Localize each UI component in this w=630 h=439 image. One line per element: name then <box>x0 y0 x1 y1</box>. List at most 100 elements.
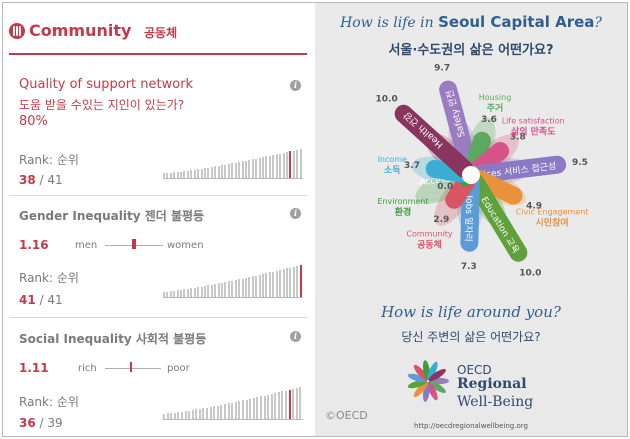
petal-outer-label: Income <box>378 155 408 164</box>
divider <box>9 317 307 318</box>
region-title-prefix: How is life in <box>340 15 439 31</box>
rank-bar <box>227 281 230 298</box>
support-value: 80% <box>19 114 48 129</box>
rank-bar <box>241 400 244 420</box>
rank-bar <box>203 286 206 298</box>
rank-bar <box>248 160 251 179</box>
petal-label: Jobs 일자리 <box>462 194 474 242</box>
panel-title-ko: 공동체 <box>144 26 178 40</box>
header-divider <box>9 53 307 55</box>
rank-bar <box>275 154 278 179</box>
panel-title: Community <box>29 21 132 40</box>
rank-bar <box>292 267 295 298</box>
rank-bar <box>193 288 196 298</box>
rank-bar <box>241 279 244 298</box>
logo-petal <box>413 364 428 381</box>
rank-bar <box>191 410 194 420</box>
rank-bar <box>270 394 273 420</box>
rank-bar <box>214 166 217 179</box>
rank-bar <box>169 173 172 179</box>
rank-bar <box>285 152 288 179</box>
petal-outer-label-ko: 주거 <box>487 102 504 114</box>
rank-bar <box>224 404 227 420</box>
petal-outer-label-ko: 소득 <box>384 165 401 176</box>
rank-bar <box>202 408 205 420</box>
rank-bar <box>238 162 241 179</box>
petal-value: 4.9 <box>526 202 542 212</box>
rank-bar <box>190 170 193 179</box>
region-name[interactable]: Seoul Capital Area <box>438 13 595 31</box>
support-title: Quality of support network <box>19 77 194 92</box>
rank-bar <box>170 413 173 420</box>
rank-bar <box>197 169 200 179</box>
rank-bar <box>268 272 271 298</box>
rank-bar <box>173 413 176 420</box>
rank-bar <box>289 268 292 298</box>
social-ruler <box>105 368 161 369</box>
social-info-icon[interactable]: i <box>290 331 301 342</box>
rank-bar-highlight <box>289 151 292 179</box>
petal-value: 3.6 <box>481 115 497 125</box>
flower-center <box>462 166 480 184</box>
petal-outer-label-ko: 삶의 만족도 <box>511 126 556 138</box>
gender-value: 1.16 <box>19 238 49 252</box>
around-you-title[interactable]: How is life around you? <box>381 303 561 321</box>
gender-rank-distribution <box>163 265 303 298</box>
rank-bar-highlight <box>288 390 291 420</box>
support-rank-value: 38 <box>19 173 36 187</box>
rank-bar <box>234 280 237 298</box>
rank-bar <box>265 156 268 179</box>
rank-bar <box>198 409 201 420</box>
support-rank-distribution <box>163 149 303 179</box>
rank-bar <box>210 167 213 179</box>
rank-bar <box>258 158 261 179</box>
panel-header: Community 공동체 <box>9 9 307 49</box>
copyright: ©OECD <box>325 409 368 422</box>
gender-info-icon[interactable]: i <box>290 208 301 219</box>
rank-bar <box>279 270 282 298</box>
rank-bar <box>251 159 254 179</box>
social-left-label: rich <box>78 363 97 374</box>
rank-bar <box>259 396 262 420</box>
rank-bar <box>249 399 252 420</box>
support-rank-total: / 41 <box>39 173 63 187</box>
divider <box>9 195 307 196</box>
rank-bar <box>173 172 176 179</box>
rank-bar <box>180 290 183 298</box>
rank-bar <box>272 272 275 298</box>
rank-bar <box>209 407 212 420</box>
rank-bar <box>200 287 203 298</box>
petal-value: 10.0 <box>376 94 398 104</box>
rank-baseline <box>163 297 303 298</box>
rank-bar <box>258 275 261 298</box>
gender-rank-value: 41 <box>19 293 36 307</box>
rank-bar <box>197 287 200 298</box>
support-info-icon[interactable]: i <box>290 80 301 91</box>
around-you-title-ko: 당신 주변의 삶은 어떤가요? <box>401 330 541 344</box>
website-link[interactable]: http://oecdregionalwellbeing.org <box>414 422 528 430</box>
rank-bar <box>279 154 282 179</box>
rank-bar <box>207 285 210 298</box>
support-rank: 38 / 41 <box>19 173 63 187</box>
rank-bar <box>180 412 183 420</box>
rank-bar <box>234 163 237 179</box>
petal-outer-label: Environment <box>377 197 428 206</box>
rank-bar <box>263 396 266 420</box>
rank-baseline <box>163 178 303 179</box>
gender-left-label: men <box>75 240 98 251</box>
rank-bar <box>216 406 219 420</box>
region-title: How is life in Seoul Capital Area? <box>315 13 627 31</box>
petal-value: 0.0 <box>437 182 453 192</box>
rank-bar <box>231 403 234 420</box>
rank-bar <box>255 159 258 179</box>
rank-bar <box>163 173 165 179</box>
rank-bar <box>221 283 224 298</box>
rank-bar <box>241 161 244 179</box>
logo-petal <box>413 381 428 398</box>
region-panel: How is life in Seoul Capital Area? 서울·수도… <box>315 3 627 436</box>
rank-baseline <box>163 419 303 420</box>
rank-bar <box>210 285 213 298</box>
rank-bar <box>292 389 295 420</box>
